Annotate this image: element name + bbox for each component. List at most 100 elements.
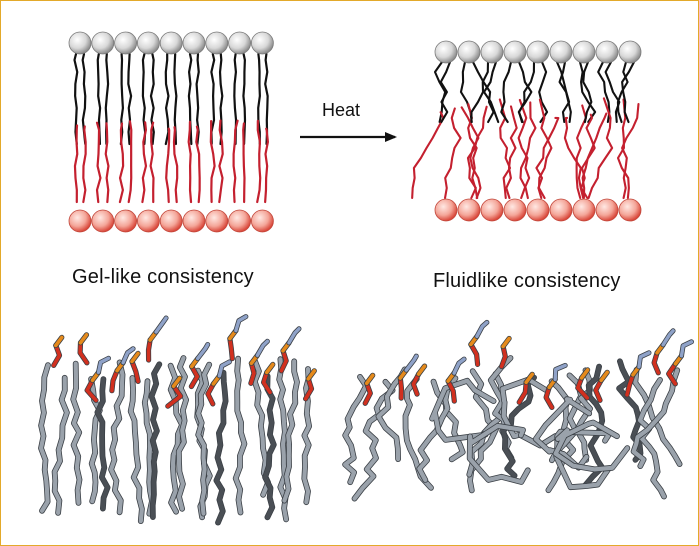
stick-chain bbox=[661, 329, 675, 347]
stick-chain bbox=[71, 361, 82, 505]
lower-tail bbox=[467, 103, 479, 200]
gray-head bbox=[228, 31, 252, 55]
gray-head bbox=[503, 40, 527, 64]
lower-tail bbox=[466, 105, 488, 200]
lower-tail bbox=[411, 111, 445, 200]
gray-head bbox=[457, 40, 481, 64]
stick-chain bbox=[500, 377, 558, 448]
stick-chain bbox=[416, 364, 427, 376]
stick-chain bbox=[467, 423, 530, 485]
lower-tail bbox=[575, 104, 587, 200]
gray-head bbox=[595, 40, 619, 64]
stick-chain bbox=[524, 372, 534, 385]
red-head bbox=[526, 198, 550, 222]
upper-tail bbox=[538, 60, 549, 124]
stick-chain bbox=[146, 338, 152, 362]
lower-tail bbox=[141, 121, 148, 204]
upper-tail bbox=[218, 52, 224, 146]
red-head bbox=[205, 209, 229, 233]
stick-chain bbox=[277, 357, 289, 522]
upper-tail bbox=[621, 60, 636, 124]
stick-chain bbox=[631, 368, 680, 469]
upper-tail bbox=[210, 52, 216, 146]
stick-chain bbox=[255, 339, 270, 357]
stick-chain bbox=[214, 370, 228, 525]
stick-chain bbox=[51, 343, 62, 368]
stick-chain bbox=[228, 336, 235, 361]
stick-chain bbox=[469, 342, 480, 367]
stick-chain bbox=[553, 420, 630, 472]
lower-tail bbox=[95, 121, 102, 204]
lower-tail bbox=[195, 125, 201, 204]
stick-chain bbox=[282, 359, 300, 503]
stick-chain bbox=[499, 344, 508, 369]
lower-tail bbox=[209, 119, 216, 204]
upper-tail bbox=[500, 60, 513, 124]
red-head bbox=[136, 209, 160, 233]
upper-tail bbox=[518, 60, 536, 124]
lower-tail bbox=[256, 119, 262, 204]
upper-tail bbox=[164, 52, 170, 146]
stick-chain bbox=[265, 362, 275, 375]
stick-chain bbox=[154, 316, 168, 334]
stick-chain bbox=[95, 377, 110, 511]
stick-chain bbox=[96, 356, 111, 374]
upper-tail bbox=[604, 60, 621, 124]
gray-head bbox=[549, 40, 573, 64]
gray-head bbox=[434, 40, 458, 64]
lower-tail bbox=[232, 119, 239, 204]
stick-chain bbox=[110, 368, 119, 393]
stick-chain bbox=[233, 356, 247, 515]
stick-chain bbox=[599, 370, 609, 383]
stick-chain bbox=[411, 372, 421, 396]
stick-chain bbox=[637, 351, 651, 369]
stick-chain bbox=[517, 380, 528, 405]
lower-tail bbox=[149, 121, 155, 204]
upper-tail bbox=[582, 60, 593, 124]
stick-chain bbox=[149, 362, 162, 520]
stick-chain bbox=[261, 370, 272, 395]
upper-tail bbox=[73, 52, 79, 146]
stick-chain bbox=[404, 354, 418, 372]
stick-chain bbox=[128, 375, 144, 524]
lower-tail bbox=[118, 122, 125, 204]
lower-tail bbox=[165, 127, 171, 204]
stick-chain bbox=[38, 363, 51, 513]
stick-chain bbox=[398, 376, 404, 400]
red-head bbox=[572, 198, 596, 222]
stick-chain bbox=[430, 378, 496, 442]
lower-tail bbox=[535, 116, 560, 200]
stick-chain bbox=[343, 374, 369, 485]
upper-tail bbox=[242, 52, 247, 146]
stick-chain bbox=[544, 385, 554, 410]
stick-chain bbox=[196, 362, 212, 516]
stick-chain bbox=[168, 363, 185, 514]
lower-tail bbox=[264, 127, 270, 204]
lower-tail bbox=[587, 97, 614, 200]
stick-chain bbox=[652, 351, 661, 375]
gel-bilayer-schematic bbox=[68, 31, 274, 233]
lower-tail bbox=[616, 98, 630, 200]
upper-tail bbox=[616, 60, 629, 124]
stick-chain bbox=[446, 379, 457, 403]
gray-head bbox=[526, 40, 550, 64]
stick-chain bbox=[78, 333, 89, 345]
stick-chain bbox=[217, 360, 232, 378]
heat-label: Heat bbox=[322, 100, 361, 120]
stick-chain bbox=[287, 327, 301, 345]
stick-chain bbox=[249, 361, 256, 386]
stick-chain bbox=[78, 341, 89, 365]
lower-tail bbox=[581, 112, 608, 200]
lower-tail bbox=[218, 119, 224, 204]
gray-head bbox=[68, 31, 92, 55]
stick-chain bbox=[593, 378, 603, 403]
red-head bbox=[228, 209, 252, 233]
stick-chain bbox=[171, 376, 182, 388]
stick-chain bbox=[679, 340, 694, 358]
stick-chain bbox=[234, 314, 248, 333]
stick-chain bbox=[196, 342, 210, 361]
gray-head bbox=[205, 31, 229, 55]
upper-tail bbox=[597, 60, 611, 124]
red-head bbox=[434, 198, 458, 222]
